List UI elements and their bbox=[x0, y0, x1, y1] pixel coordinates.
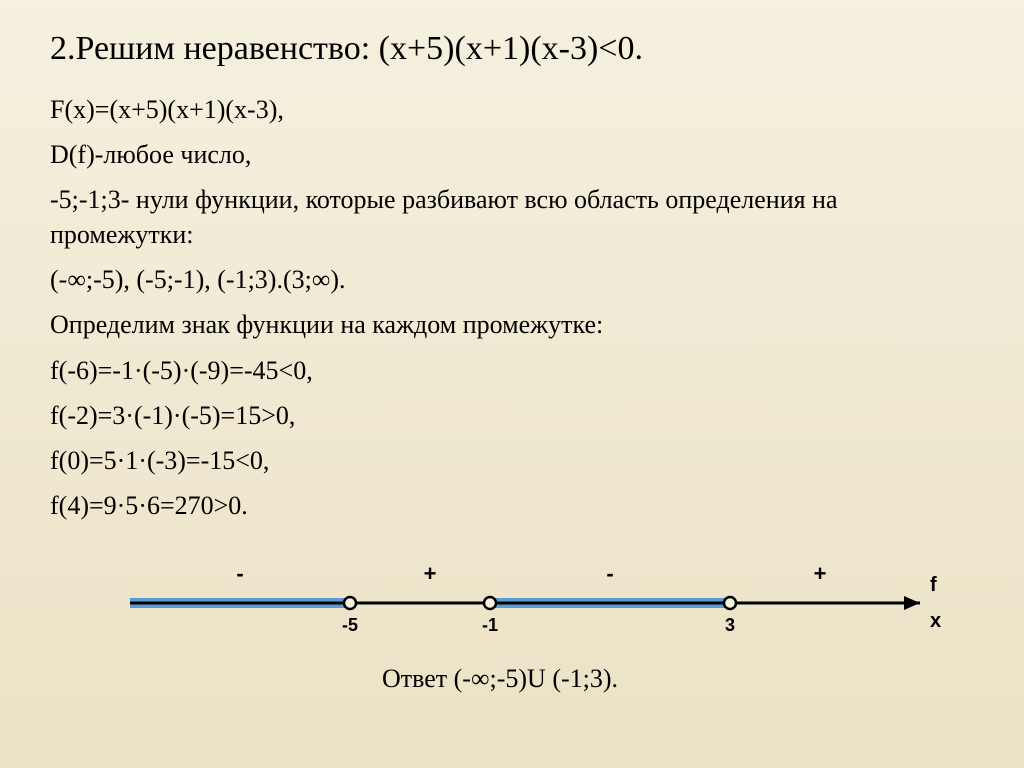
content-line: f(4)=9·5·6=270>0. bbox=[50, 488, 974, 523]
svg-text:3: 3 bbox=[725, 615, 735, 635]
content-line: Определим знак функции на каждом промежу… bbox=[50, 307, 974, 342]
svg-text:x: x bbox=[930, 610, 941, 632]
content-line: f(-6)=-1·(-5)·(-9)=-45<0, bbox=[50, 353, 974, 388]
svg-text:-: - bbox=[236, 561, 243, 586]
svg-text:-5: -5 bbox=[342, 615, 358, 635]
answer-text: Ответ (-∞;-5)U (-1;3). bbox=[50, 664, 950, 694]
content-line: f(-2)=3·(-1)·(-5)=15>0, bbox=[50, 398, 974, 433]
content-line: (-∞;-5), (-5;-1), (-1;3).(3;∞). bbox=[50, 262, 974, 297]
content-line: -5;-1;3- нули функции, которые разбивают… bbox=[50, 182, 974, 252]
svg-text:-1: -1 bbox=[482, 615, 498, 635]
svg-text:-: - bbox=[606, 561, 613, 586]
content-line: f(0)=5·1·(-3)=-15<0, bbox=[50, 443, 974, 478]
number-line-diagram: - + - + -5 -1 3 fx bbox=[50, 543, 950, 653]
svg-text:+: + bbox=[424, 561, 437, 586]
content-line: F(x)=(x+5)(x+1)(x-3), bbox=[50, 92, 974, 127]
slide-content: 2.Решим неравенство: (х+5)(х+1)(х-3)<0. … bbox=[0, 0, 1024, 714]
svg-text:f: f bbox=[930, 574, 937, 596]
slide-title: 2.Решим неравенство: (х+5)(х+1)(х-3)<0. bbox=[50, 30, 974, 68]
content-line: D(f)-любое число, bbox=[50, 137, 974, 172]
svg-text:+: + bbox=[814, 561, 827, 586]
